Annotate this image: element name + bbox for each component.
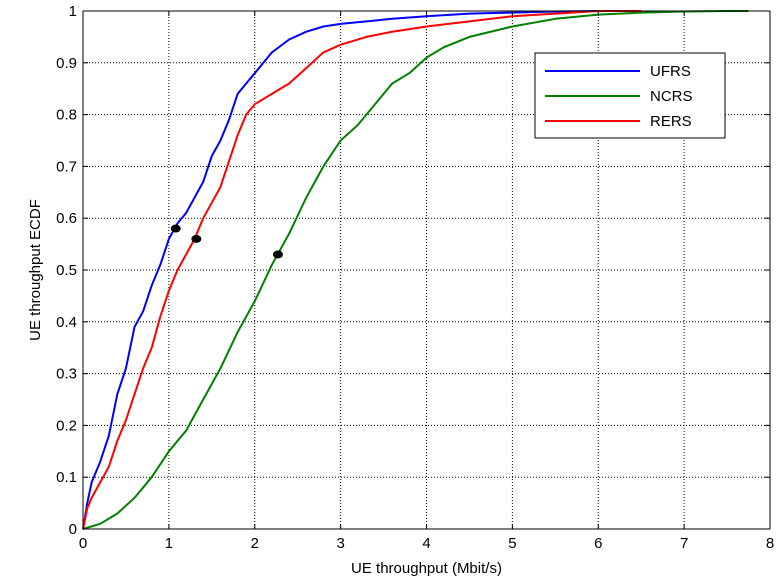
x-tick-label: 3	[336, 535, 344, 552]
x-tick-label: 7	[680, 535, 688, 552]
y-tick-label: 0	[69, 521, 77, 538]
y-tick-label: 0.6	[56, 210, 77, 227]
y-tick-label: 0.2	[56, 417, 77, 434]
x-tick-label: 5	[508, 535, 516, 552]
y-tick-label: 0.5	[56, 262, 77, 279]
median-marker	[191, 234, 202, 243]
y-tick-label: 0.4	[56, 314, 77, 331]
x-tick-label: 2	[251, 535, 259, 552]
marker-layer	[170, 224, 283, 259]
x-tick-label: 8	[766, 535, 774, 552]
series-line-ufrs	[82, 10, 624, 530]
y-tick-label: 0.8	[56, 107, 77, 124]
series-line-rers	[82, 10, 642, 530]
x-tick-label: 1	[165, 535, 173, 552]
grid	[83, 11, 770, 529]
y-tick-label: 0.9	[56, 55, 77, 72]
tick-layer: 0 1 2 3 4 5 6 7 8 0 0.1 0.2 0.3 0.4 0.5 0.6 0.7 0.8 0.9 1	[56, 3, 774, 552]
median-marker	[170, 224, 181, 233]
median-marker	[272, 250, 283, 259]
y-tick-label: 0.7	[56, 158, 77, 175]
y-axis-label: UE throughput ECDF	[27, 199, 44, 341]
x-tick-label: 4	[422, 535, 430, 552]
y-tick-label: 0.3	[56, 366, 77, 383]
series-line-ncrs	[82, 10, 749, 530]
x-axis-label: UE throughput (Mbit/s)	[351, 560, 502, 577]
legend-label-ufrs: UFRS	[650, 63, 691, 80]
x-tick-label: 6	[594, 535, 602, 552]
legend-label-rers: RERS	[650, 113, 692, 130]
x-tick-label: 0	[79, 535, 87, 552]
y-tick-label: 1	[69, 3, 77, 20]
y-tick-label: 0.1	[56, 469, 77, 486]
series-layer	[82, 10, 749, 530]
legend-label-ncrs: NCRS	[650, 88, 693, 105]
legend: UFRS NCRS RERS	[534, 52, 726, 139]
